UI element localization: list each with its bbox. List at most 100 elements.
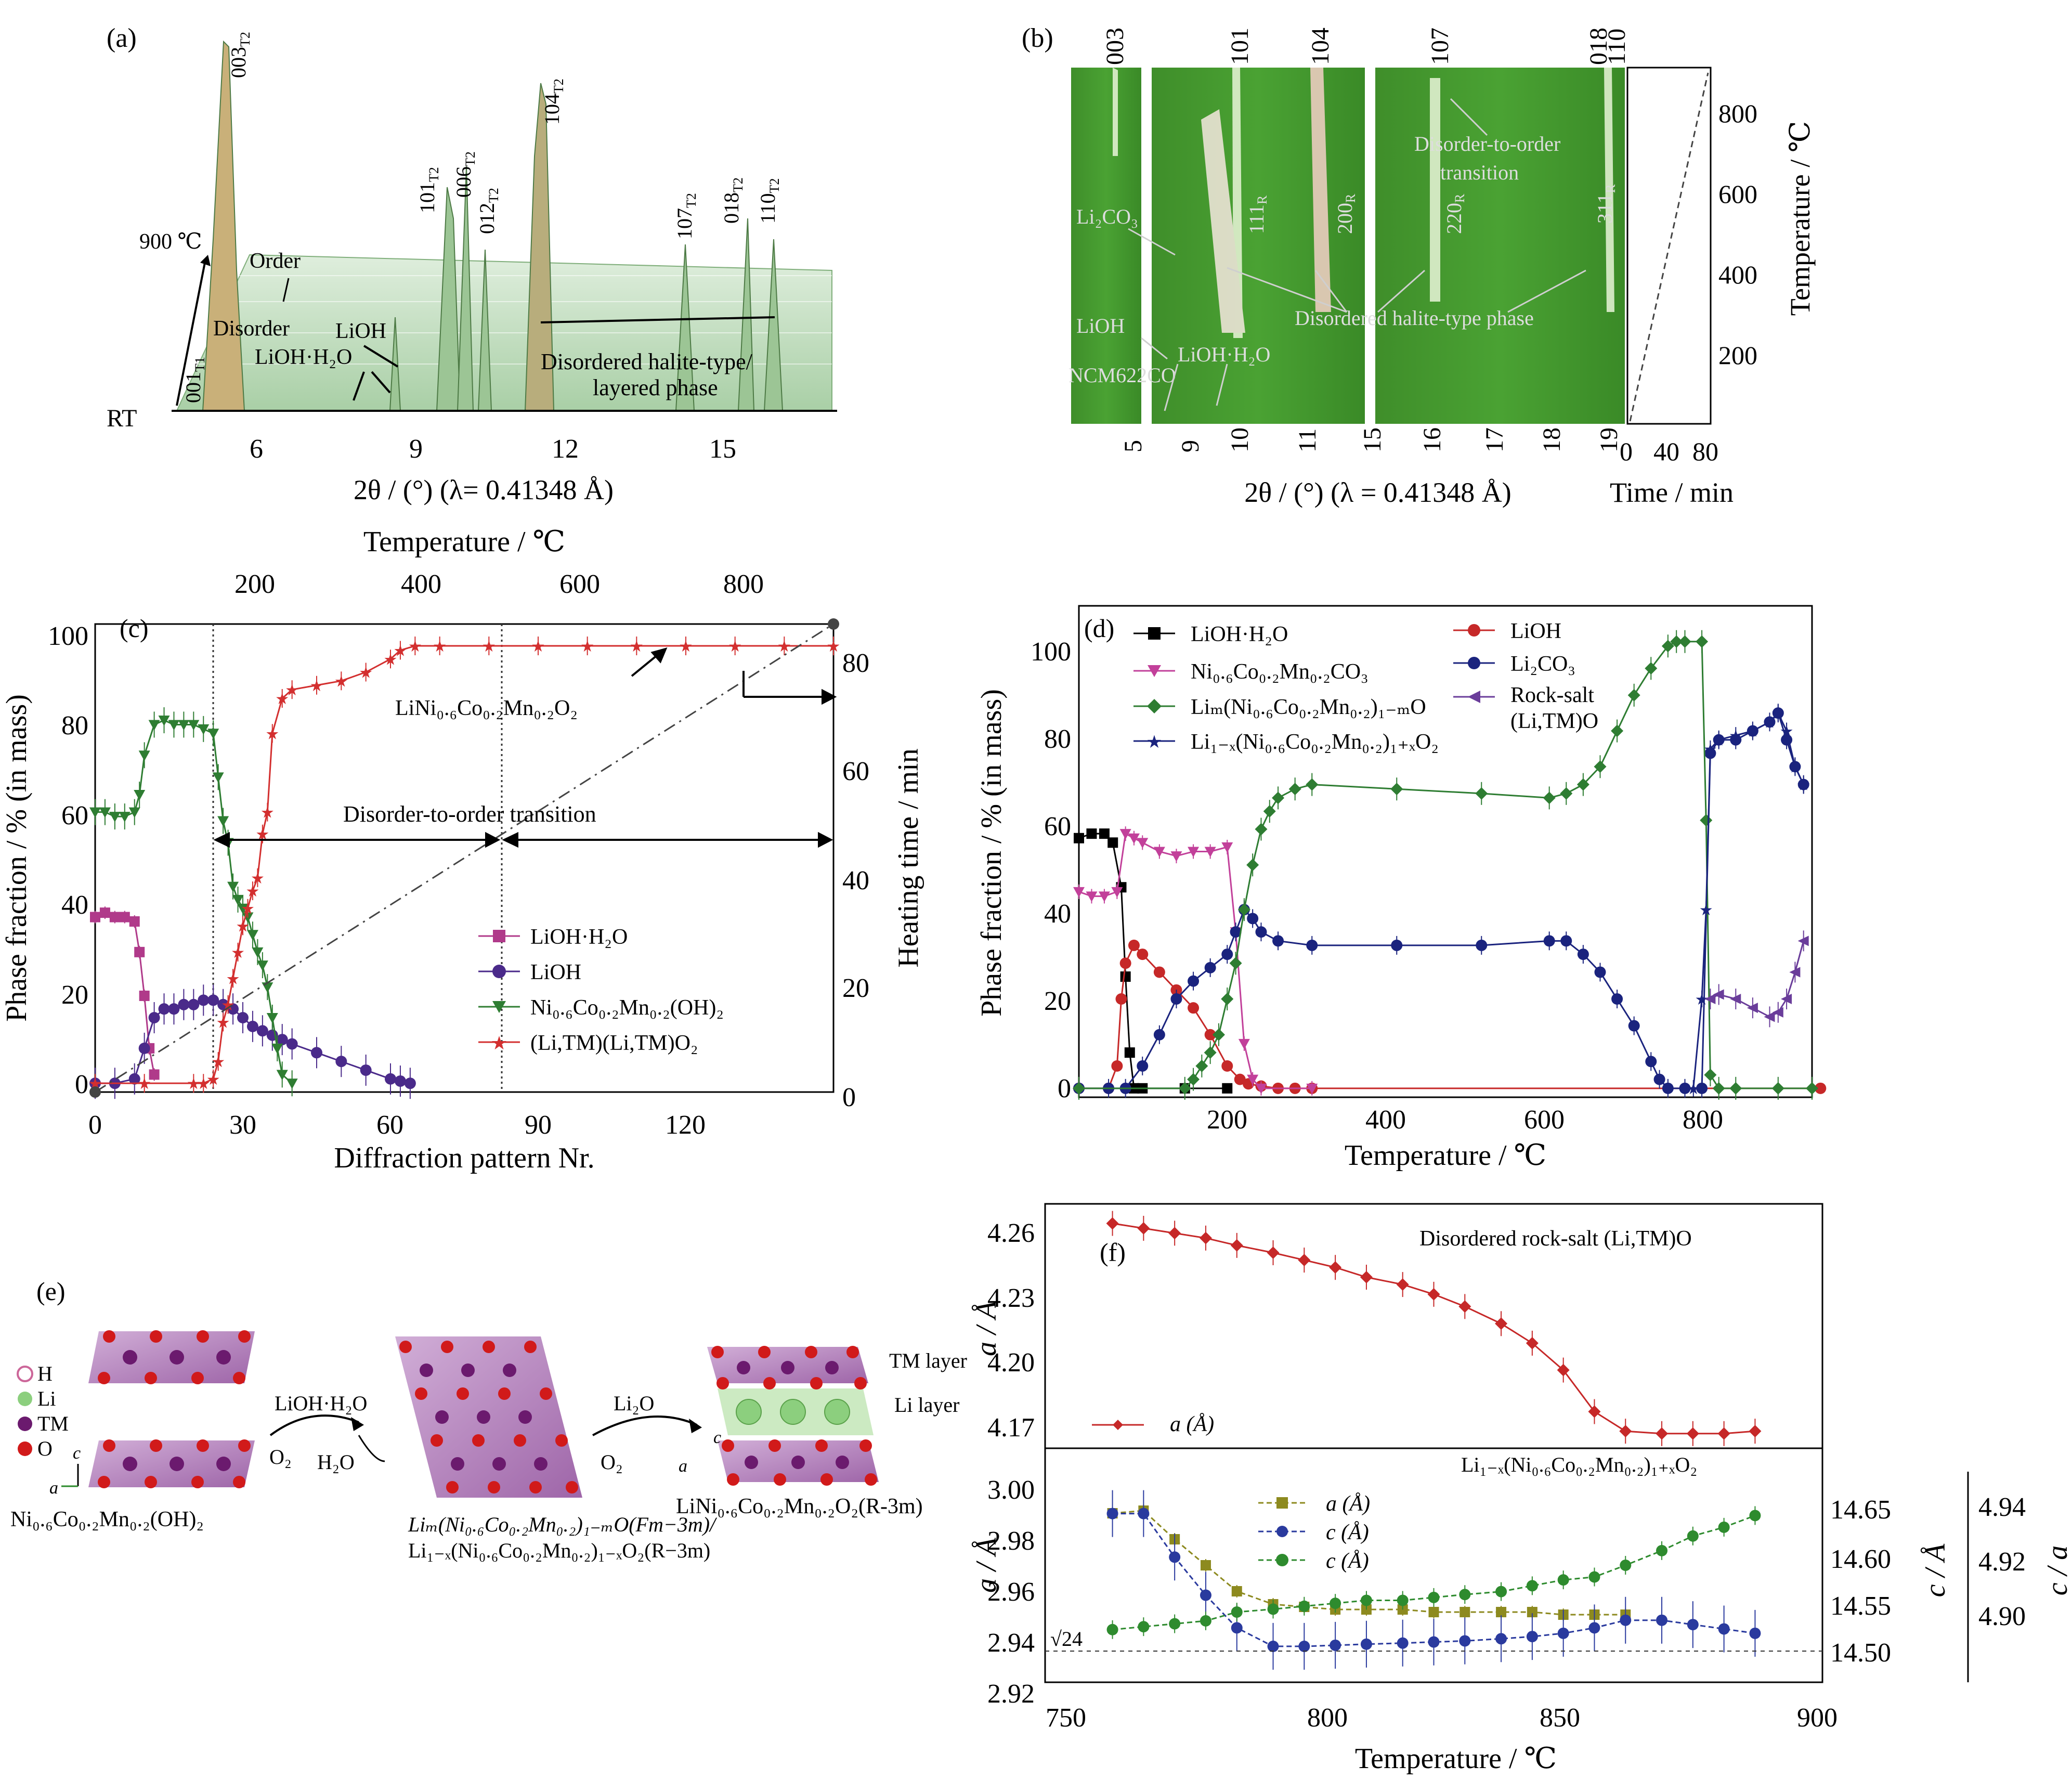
data-point	[119, 812, 131, 823]
panel-b-time-label: Time / min	[1610, 477, 1734, 508]
panel-f-top-title: Disordered rock-salt (Li,TM)O	[1419, 1227, 1692, 1251]
series-line	[1112, 1514, 1755, 1631]
series-line	[1079, 641, 1812, 1089]
data-point	[129, 916, 140, 927]
panel-b-time-line	[1629, 72, 1709, 422]
svg-text:800: 800	[1683, 1105, 1723, 1135]
data-point	[1086, 828, 1097, 839]
data-point	[207, 994, 219, 1006]
data-point	[1459, 1589, 1471, 1601]
svg-text:4.26: 4.26	[987, 1218, 1035, 1248]
data-point	[256, 960, 268, 971]
svg-text:800: 800	[1307, 1703, 1348, 1733]
e-name-2a: Liₘ(Ni₀.₆Co₀.₂Mn₀.₂)₁₋ₘO(Fm−3m)/	[408, 1513, 718, 1536]
svg-text:4.23: 4.23	[987, 1283, 1035, 1313]
data-point	[1661, 640, 1674, 653]
svg-text:4.17: 4.17	[987, 1413, 1035, 1443]
data-point: ★	[393, 642, 407, 659]
data-point	[1543, 791, 1556, 804]
e-step2-label: Li₂O	[614, 1392, 654, 1415]
svg-text:900: 900	[1797, 1703, 1838, 1733]
data-point	[1627, 689, 1640, 702]
svg-text:★: ★	[491, 1033, 507, 1054]
panel-c-legend: LiOH·H₂O LiOH Ni₀.₆Co₀.₂Mn₀.₂(OH)₂ ★ (Li…	[478, 925, 724, 1055]
data-point	[1306, 778, 1319, 791]
data-point	[1730, 994, 1741, 1004]
panel-c-tag: (c)	[120, 614, 149, 643]
svg-text:012T2: 012T2	[475, 188, 501, 234]
svg-text:2.96: 2.96	[987, 1577, 1035, 1607]
d-legend-0: LiOH·H₂O	[1191, 622, 1288, 646]
svg-text:14.60: 14.60	[1830, 1544, 1891, 1574]
panel-c-plot: ★ ★ ★★★★★★★★★★★★★★★★★ ★ ★★★★ ★ ★ ★ ★ ★ ★ ★ ★ ★ ★	[88, 618, 840, 1099]
data-point	[1428, 1636, 1440, 1648]
data-point	[1772, 1007, 1783, 1018]
panel-a-temp-arrowhead	[200, 255, 211, 266]
panel-d-xlabel: Temperature / ℃	[1345, 1139, 1546, 1172]
data-point	[99, 907, 110, 918]
data-point	[89, 807, 101, 818]
data-point	[1212, 1028, 1225, 1041]
svg-text:Li: Li	[37, 1387, 56, 1410]
panel-a-lioh: LiOH	[335, 319, 386, 343]
data-point	[1749, 1510, 1761, 1522]
data-point	[1238, 1038, 1250, 1049]
svg-text:400: 400	[1365, 1105, 1406, 1135]
panel-a-xtick: 9	[409, 434, 423, 464]
panel-b-top-peaks: 003 101 104 107 018 110	[1101, 28, 1631, 65]
data-point: ★	[1763, 714, 1777, 731]
data-point	[1656, 1427, 1669, 1440]
svg-text:transition: transition	[1440, 161, 1519, 184]
svg-text:2.98: 2.98	[987, 1526, 1035, 1556]
d-legend-3: Li₁₋ₓ(Ni₀.₆Co₀.₂Mn₀.₂)₁₊ₓO₂	[1191, 730, 1439, 754]
data-point	[1781, 994, 1792, 1004]
svg-text:40: 40	[842, 866, 869, 895]
data-point	[1255, 926, 1267, 938]
data-point	[1696, 635, 1709, 648]
data-point	[1330, 1598, 1341, 1609]
data-point	[1230, 926, 1242, 938]
data-point	[1188, 847, 1200, 858]
data-point	[1188, 975, 1200, 987]
svg-text:H: H	[37, 1362, 53, 1385]
data-point	[1222, 1083, 1233, 1094]
panel-c-axes-text: 0 30 60 90 120 0 20 40 60 80 100 0 20 40…	[48, 569, 869, 1140]
data-point	[1255, 1083, 1267, 1094]
data-point	[1137, 1222, 1150, 1235]
panel-f-bottom-plot	[1106, 1490, 1761, 1670]
d-legend-5: Li₂CO₃	[1510, 652, 1575, 676]
data-point	[188, 998, 200, 1010]
svg-text:200: 200	[1207, 1105, 1247, 1135]
svg-text:750: 750	[1046, 1703, 1086, 1733]
data-point	[1391, 939, 1403, 951]
data-point	[1073, 887, 1085, 898]
data-point: ★	[1703, 741, 1717, 758]
data-point	[139, 990, 150, 1001]
panel-c-transition: Disorder-to-order transition	[343, 801, 596, 827]
data-point	[1137, 949, 1149, 960]
svg-text:NCM622CO: NCM622CO	[1068, 363, 1176, 387]
panel-d-frame	[1078, 605, 1813, 1098]
data-point	[1099, 828, 1110, 839]
b-peak: 107	[1426, 28, 1454, 65]
data-point	[1543, 935, 1555, 947]
svg-text:20: 20	[61, 980, 88, 1010]
data-point	[276, 1070, 288, 1081]
data-point	[1577, 949, 1589, 960]
panel-c-toplabel: Temperature / ℃	[363, 526, 565, 558]
data-point	[1107, 837, 1118, 848]
svg-text:0: 0	[842, 1083, 856, 1112]
data-point	[1628, 1020, 1640, 1032]
data-point	[1234, 1073, 1246, 1085]
data-point	[158, 1003, 170, 1015]
d-legend-7: (Li,TM)O	[1510, 709, 1598, 733]
data-point	[1111, 887, 1123, 898]
data-point: ★	[1788, 759, 1802, 776]
data-point	[1396, 1278, 1409, 1291]
data-point	[1704, 994, 1716, 1004]
data-point	[1168, 1227, 1181, 1240]
data-point: ★	[236, 918, 250, 935]
data-point	[1229, 957, 1242, 970]
svg-text:TM: TM	[37, 1412, 69, 1435]
data-point	[1527, 1607, 1537, 1617]
